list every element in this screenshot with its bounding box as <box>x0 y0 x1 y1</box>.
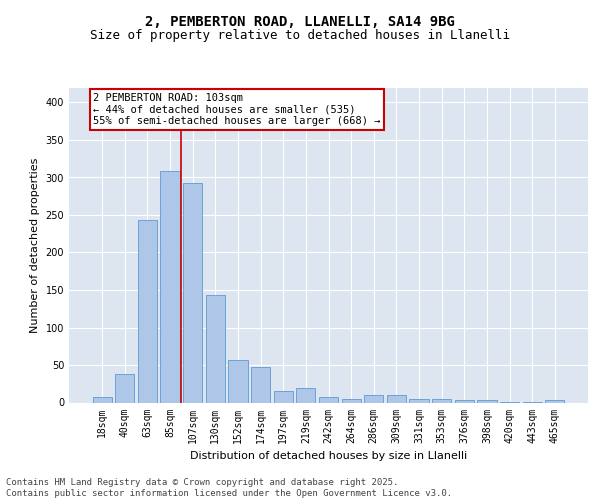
Bar <box>206 295 225 403</box>
X-axis label: Distribution of detached houses by size in Llanelli: Distribution of detached houses by size … <box>190 451 467 461</box>
Bar <box>545 400 565 402</box>
Text: 2, PEMBERTON ROAD, LLANELLI, SA14 9BG: 2, PEMBERTON ROAD, LLANELLI, SA14 9BG <box>145 16 455 30</box>
Bar <box>387 395 406 402</box>
Text: Size of property relative to detached houses in Llanelli: Size of property relative to detached ho… <box>90 28 510 42</box>
Bar <box>138 220 157 402</box>
Y-axis label: Number of detached properties: Number of detached properties <box>30 158 40 332</box>
Bar <box>455 400 474 402</box>
Bar <box>341 399 361 402</box>
Bar <box>477 400 497 402</box>
Bar <box>274 390 293 402</box>
Bar <box>296 388 316 402</box>
Bar <box>229 360 248 403</box>
Bar <box>432 399 451 402</box>
Bar <box>115 374 134 402</box>
Bar <box>160 172 180 402</box>
Bar <box>183 182 202 402</box>
Text: Contains HM Land Registry data © Crown copyright and database right 2025.
Contai: Contains HM Land Registry data © Crown c… <box>6 478 452 498</box>
Bar <box>409 399 428 402</box>
Bar <box>364 395 383 402</box>
Bar <box>251 367 270 402</box>
Bar <box>319 396 338 402</box>
Text: 2 PEMBERTON ROAD: 103sqm
← 44% of detached houses are smaller (535)
55% of semi-: 2 PEMBERTON ROAD: 103sqm ← 44% of detach… <box>93 92 380 126</box>
Bar <box>92 397 112 402</box>
